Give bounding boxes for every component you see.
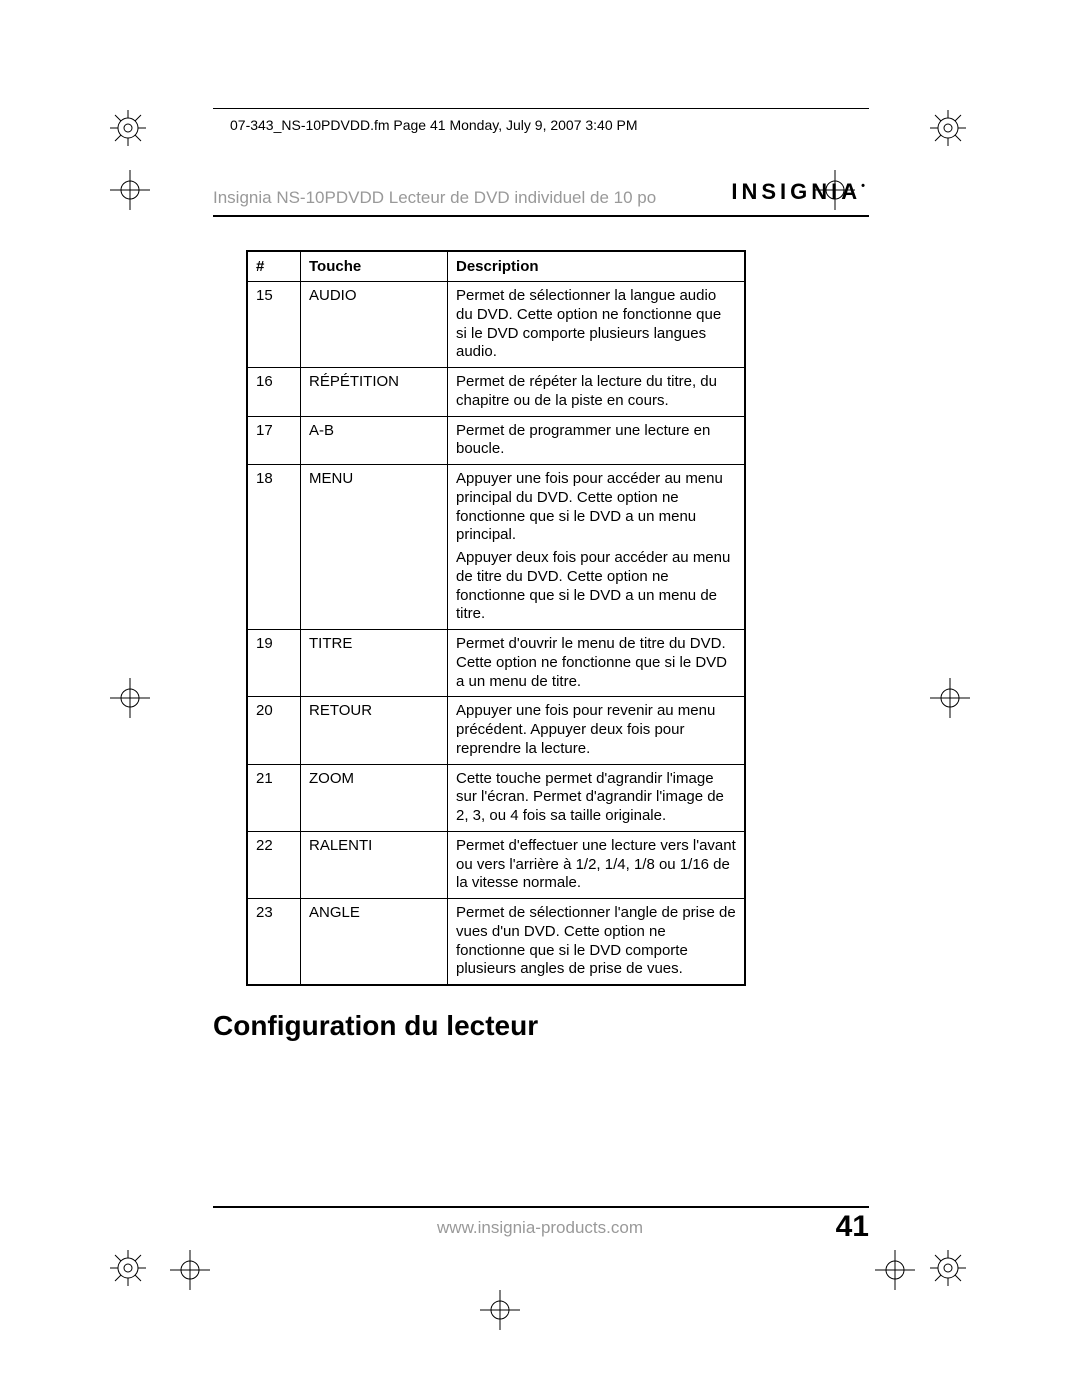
cell-description: Cette touche permet d'agrandir l'image s… bbox=[448, 764, 746, 831]
cell-touche: AUDIO bbox=[301, 282, 448, 368]
print-mark-header: 07-343_NS-10PDVDD.fm Page 41 Monday, Jul… bbox=[230, 117, 638, 133]
crop-target-icon bbox=[110, 678, 150, 718]
table-header-row: # Touche Description bbox=[247, 251, 745, 282]
print-header-rule bbox=[213, 108, 869, 109]
cell-touche: A-B bbox=[301, 416, 448, 465]
table-row: 19TITREPermet d'ouvrir le menu de titre … bbox=[247, 630, 745, 697]
cell-touche: MENU bbox=[301, 465, 448, 630]
cell-description: Permet de répéter la lecture du titre, d… bbox=[448, 368, 746, 417]
description-paragraph: Appuyer une fois pour revenir au menu pr… bbox=[456, 702, 736, 758]
table-row: 16RÉPÉTITIONPermet de répéter la lecture… bbox=[247, 368, 745, 417]
cell-touche: RETOUR bbox=[301, 697, 448, 764]
cell-touche: ZOOM bbox=[301, 764, 448, 831]
cell-number: 19 bbox=[247, 630, 301, 697]
col-description: Description bbox=[448, 251, 746, 282]
crop-gear-icon bbox=[930, 1250, 966, 1286]
col-touche: Touche bbox=[301, 251, 448, 282]
table-row: 21ZOOMCette touche permet d'agrandir l'i… bbox=[247, 764, 745, 831]
crop-gear-icon bbox=[110, 110, 146, 146]
cell-description: Appuyer une fois pour accéder au menu pr… bbox=[448, 465, 746, 630]
brand-logo: INSIGNIA• bbox=[731, 179, 869, 205]
description-paragraph: Permet d'ouvrir le menu de titre du DVD.… bbox=[456, 635, 736, 691]
cell-touche: RÉPÉTITION bbox=[301, 368, 448, 417]
remote-buttons-table: # Touche Description 15AUDIOPermet de sé… bbox=[246, 250, 746, 986]
description-paragraph: Permet d'effectuer une lecture vers l'av… bbox=[456, 837, 736, 893]
cell-number: 16 bbox=[247, 368, 301, 417]
crop-target-icon bbox=[110, 170, 150, 210]
cell-number: 21 bbox=[247, 764, 301, 831]
table-row: 15AUDIOPermet de sélectionner la langue … bbox=[247, 282, 745, 368]
cell-number: 18 bbox=[247, 465, 301, 630]
header-title: Insignia NS-10PDVDD Lecteur de DVD indiv… bbox=[213, 188, 656, 207]
table-row: 23ANGLEPermet de sélectionner l'angle de… bbox=[247, 899, 745, 986]
crop-target-icon bbox=[875, 1250, 915, 1290]
cell-number: 22 bbox=[247, 831, 301, 898]
description-paragraph: Permet de sélectionner l'angle de prise … bbox=[456, 904, 736, 979]
crop-target-icon bbox=[930, 678, 970, 718]
cell-number: 23 bbox=[247, 899, 301, 986]
description-paragraph: Appuyer une fois pour accéder au menu pr… bbox=[456, 470, 736, 545]
col-number: # bbox=[247, 251, 301, 282]
page-header: Insignia NS-10PDVDD Lecteur de DVD indiv… bbox=[213, 188, 869, 208]
footer-rule bbox=[213, 1206, 869, 1208]
cell-description: Appuyer une fois pour revenir au menu pr… bbox=[448, 697, 746, 764]
table-row: 22RALENTIPermet d'effectuer une lecture … bbox=[247, 831, 745, 898]
cell-number: 15 bbox=[247, 282, 301, 368]
cell-touche: RALENTI bbox=[301, 831, 448, 898]
description-paragraph: Permet de sélectionner la langue audio d… bbox=[456, 287, 736, 362]
cell-description: Permet de sélectionner l'angle de prise … bbox=[448, 899, 746, 986]
crop-target-icon bbox=[170, 1250, 210, 1290]
cell-number: 17 bbox=[247, 416, 301, 465]
cell-description: Permet de programmer une lecture en bouc… bbox=[448, 416, 746, 465]
page-number: 41 bbox=[836, 1210, 869, 1244]
cell-description: Permet d'effectuer une lecture vers l'av… bbox=[448, 831, 746, 898]
cell-number: 20 bbox=[247, 697, 301, 764]
crop-gear-icon bbox=[930, 110, 966, 146]
section-heading: Configuration du lecteur bbox=[213, 1010, 538, 1042]
cell-description: Permet de sélectionner la langue audio d… bbox=[448, 282, 746, 368]
description-paragraph: Cette touche permet d'agrandir l'image s… bbox=[456, 770, 736, 826]
cell-description: Permet d'ouvrir le menu de titre du DVD.… bbox=[448, 630, 746, 697]
cell-touche: TITRE bbox=[301, 630, 448, 697]
description-paragraph: Permet de programmer une lecture en bouc… bbox=[456, 422, 736, 460]
table-row: 18MENUAppuyer une fois pour accéder au m… bbox=[247, 465, 745, 630]
description-paragraph: Appuyer deux fois pour accéder au menu d… bbox=[456, 549, 736, 624]
crop-target-icon bbox=[480, 1290, 520, 1330]
page: 07-343_NS-10PDVDD.fm Page 41 Monday, Jul… bbox=[0, 0, 1080, 1397]
crop-gear-icon bbox=[110, 1250, 146, 1286]
description-paragraph: Permet de répéter la lecture du titre, d… bbox=[456, 373, 736, 411]
footer-url: www.insignia-products.com bbox=[0, 1218, 1080, 1238]
table-row: 17A-BPermet de programmer une lecture en… bbox=[247, 416, 745, 465]
header-rule bbox=[213, 215, 869, 217]
cell-touche: ANGLE bbox=[301, 899, 448, 986]
table-row: 20RETOURAppuyer une fois pour revenir au… bbox=[247, 697, 745, 764]
